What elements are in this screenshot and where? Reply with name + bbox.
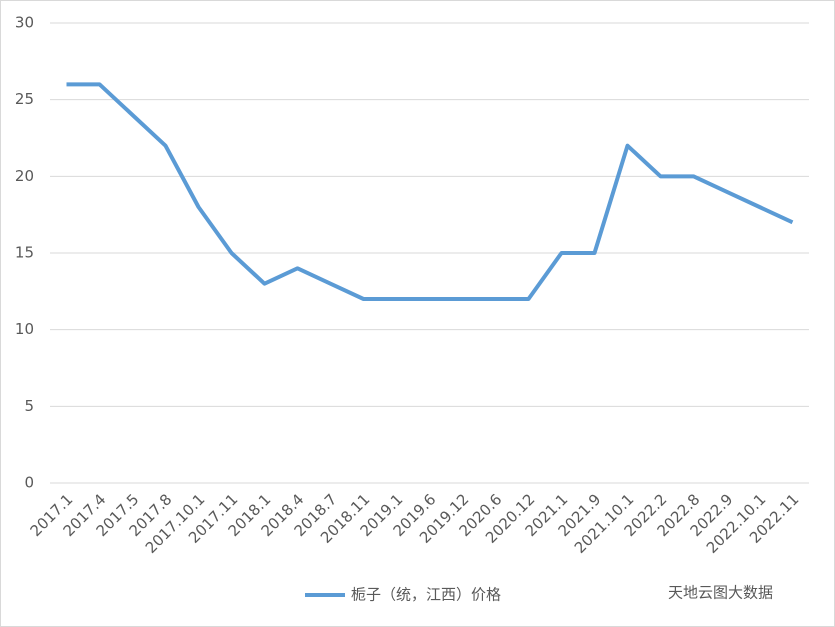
y-tick-label: 5 (24, 397, 34, 415)
y-tick-label: 15 (15, 244, 34, 262)
legend-label: 栀子（统，江西）价格 (351, 586, 501, 604)
data-line (66, 82, 794, 301)
y-tick-label: 20 (15, 167, 34, 185)
y-tick-label: 25 (15, 90, 34, 108)
y-tick-label: 0 (24, 474, 34, 492)
y-tick-label: 10 (15, 320, 34, 338)
y-tick-label: 30 (15, 14, 34, 32)
watermark: 天地云图大数据 (668, 584, 773, 602)
